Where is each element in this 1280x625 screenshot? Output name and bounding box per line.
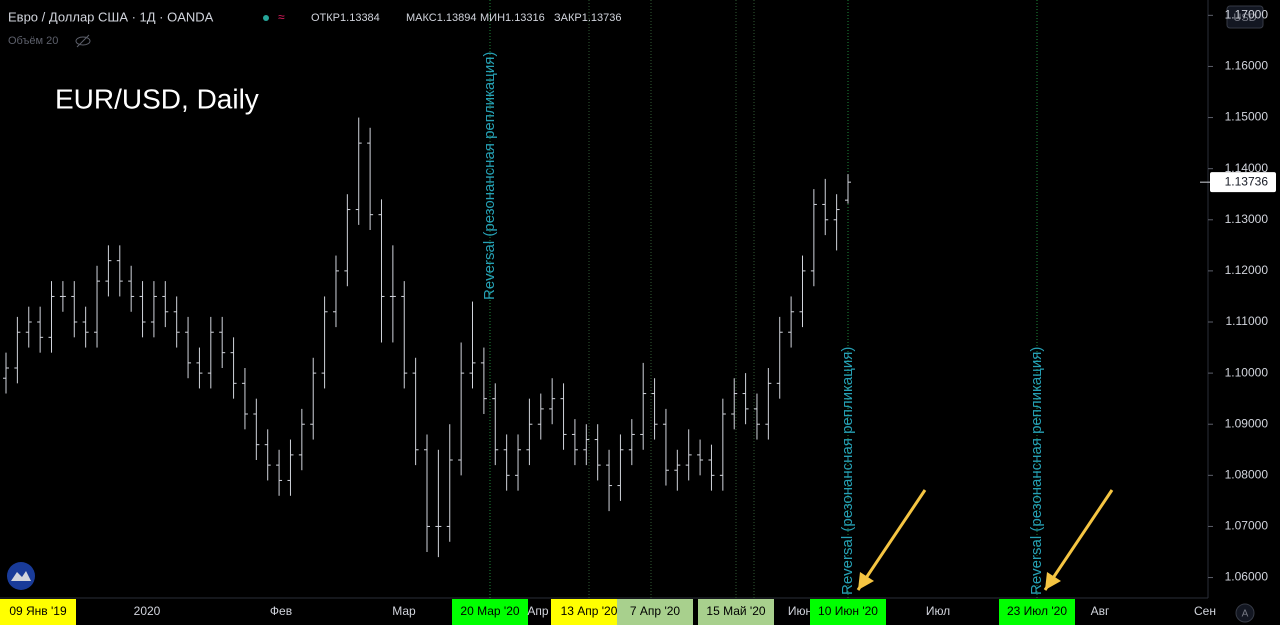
x-label-highlight <box>551 599 627 625</box>
close-value: 1.13736 <box>582 12 622 24</box>
arrow <box>856 489 927 591</box>
annotation: Reversal (резонансная репликация) <box>1028 347 1045 595</box>
y-tick-label: 1.07000 <box>1225 519 1269 533</box>
volume-label: Объём 20 <box>8 35 58 47</box>
y-tick-label: 1.14000 <box>1225 161 1269 175</box>
symbol: Евро / Доллар США · 1Д · OANDA <box>8 9 214 24</box>
x-label-highlight <box>0 599 76 625</box>
low-label: МИН <box>480 12 505 24</box>
y-tick-label: 1.10000 <box>1225 365 1269 379</box>
y-tick-label: 1.12000 <box>1225 263 1269 277</box>
last-price-tag <box>1210 172 1276 193</box>
low-value: 1.13316 <box>505 12 545 24</box>
y-tick-label: 1.06000 <box>1225 570 1269 584</box>
y-tick-label: 1.13000 <box>1225 212 1269 226</box>
x-tick-label: 23 Июл '20 <box>1007 604 1067 618</box>
y-tick-label: 1.08000 <box>1225 468 1269 482</box>
x-tick-label: 7 Апр '20 <box>630 604 680 618</box>
x-label-highlight <box>698 599 774 625</box>
last-price-label: 1.13736 <box>1225 174 1269 188</box>
x-tick-label: Сен <box>1194 604 1216 618</box>
ohlc-open: ОТКР1.13384 <box>311 12 380 24</box>
x-tick-label: 10 Июн '20 <box>818 604 878 618</box>
x-tick-label: Авг <box>1091 604 1110 618</box>
y-tick-label: 1.16000 <box>1225 59 1269 73</box>
y-tick-label: 1.11000 <box>1226 314 1269 328</box>
arrow-head <box>1045 572 1061 590</box>
auto-button[interactable] <box>1235 603 1255 623</box>
annotation: Reversal (резонансная репликация) <box>839 347 856 595</box>
x-tick-label: Фев <box>270 604 292 618</box>
x-tick-label: Апр <box>527 604 549 618</box>
open-value: 1.13384 <box>340 12 380 24</box>
arrow <box>1043 489 1114 591</box>
open-label: ОТКР <box>311 12 340 24</box>
chart-title: EUR/USD, Daily <box>55 83 259 114</box>
ohlc-close: ЗАКР1.13736 <box>554 12 622 24</box>
x-label-highlight <box>810 599 886 625</box>
auto-label: A <box>1242 609 1249 620</box>
y-tick-label: 1.17000 <box>1225 8 1269 22</box>
x-tick-label: 2020 <box>134 604 161 618</box>
y-tick-label: 1.15000 <box>1225 110 1269 124</box>
high-value: 1.13894 <box>437 12 477 24</box>
x-tick-label: 20 Мар '20 <box>460 604 519 618</box>
x-tick-label: Июн <box>788 604 812 618</box>
arrow-head <box>858 572 874 590</box>
y-tick-label: 1.09000 <box>1225 416 1269 430</box>
currency-button[interactable] <box>1226 5 1264 29</box>
x-tick-label: 13 Апр '20 <box>561 604 618 618</box>
x-tick-label: Июл <box>926 604 950 618</box>
x-label-highlight <box>452 599 528 625</box>
x-label-highlight <box>617 599 693 625</box>
x-label-highlight <box>999 599 1075 625</box>
ohlc-low: МИН1.13316 <box>480 12 545 24</box>
close-label: ЗАКР <box>554 12 582 24</box>
ohlc-series <box>3 117 851 558</box>
currency: USD <box>1233 12 1256 24</box>
status-dot <box>263 15 269 21</box>
x-tick-label: Мар <box>392 604 416 618</box>
ohlc-high: МАКС1.13894 <box>406 12 477 24</box>
x-tick-label: 09 Янв '19 <box>9 604 67 618</box>
hide-icon[interactable] <box>75 34 91 48</box>
annotation: Reversal (резонансная репликация) <box>481 52 498 300</box>
status-icon: ≈ <box>278 10 285 24</box>
x-tick-label: 15 Май '20 <box>706 604 765 618</box>
header: Евро / Доллар США · 1Д · OANDA ≈ Объём 2… <box>7 5 1264 623</box>
high-label: МАКС <box>406 12 437 24</box>
logo-shape <box>11 571 31 581</box>
